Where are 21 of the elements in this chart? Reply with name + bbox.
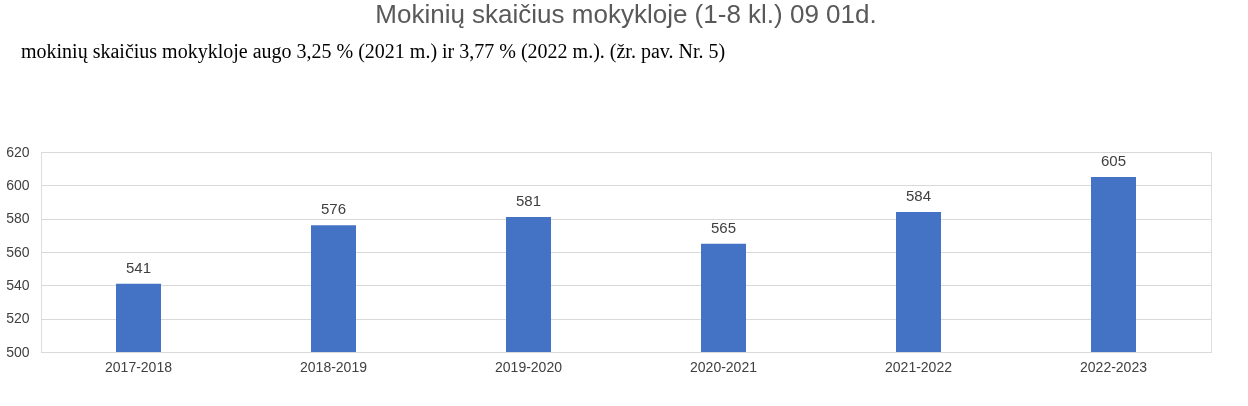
x-tick-label: 2020-2021: [690, 358, 758, 375]
y-tick-label: 580: [6, 210, 30, 227]
data-label: 565: [710, 218, 737, 236]
chart-title: Mokinių skaičius mokykloje (1-8 kl.) 09 01d.: [375, 0, 877, 29]
x-tick-label: 2018-2019: [300, 358, 368, 375]
y-tick-label: 520: [6, 310, 30, 327]
data-label: 581: [515, 192, 542, 209]
data-label: 541: [125, 258, 152, 276]
data-label: 576: [320, 200, 347, 218]
data-label: 584: [905, 187, 932, 204]
x-tick-label: 2022-2023: [1080, 358, 1148, 375]
x-tick-label: 2021-2022: [885, 358, 953, 375]
y-tick-label: 600: [6, 176, 30, 193]
y-tick-label: 500: [6, 343, 30, 360]
data-label: 605: [1100, 152, 1127, 169]
text: mokinių skaičius mokykloje augo 3,25 % (2021 m.) ir 3,77 % (2022 m.). (žr. pav. Nr. 5): [21, 40, 726, 63]
y-tick-label: 620: [6, 143, 30, 160]
y-tick-label: 540: [6, 276, 30, 293]
y-tick-label: 560: [6, 243, 30, 260]
x-tick-label: 2019-2020: [495, 358, 563, 375]
x-tick-label: 2017-2018: [105, 358, 173, 375]
